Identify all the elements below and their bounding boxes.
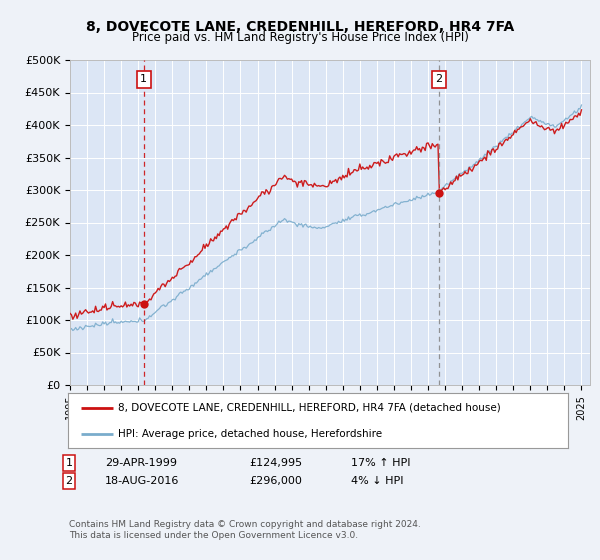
Text: 18-AUG-2016: 18-AUG-2016 bbox=[105, 476, 179, 486]
Text: Price paid vs. HM Land Registry's House Price Index (HPI): Price paid vs. HM Land Registry's House … bbox=[131, 31, 469, 44]
Text: 8, DOVECOTE LANE, CREDENHILL, HEREFORD, HR4 7FA (detached house): 8, DOVECOTE LANE, CREDENHILL, HEREFORD, … bbox=[118, 403, 501, 413]
Text: £296,000: £296,000 bbox=[249, 476, 302, 486]
Text: Contains HM Land Registry data © Crown copyright and database right 2024.
This d: Contains HM Land Registry data © Crown c… bbox=[69, 520, 421, 540]
Text: 8, DOVECOTE LANE, CREDENHILL, HEREFORD, HR4 7FA: 8, DOVECOTE LANE, CREDENHILL, HEREFORD, … bbox=[86, 20, 514, 34]
Text: £124,995: £124,995 bbox=[249, 458, 302, 468]
Text: 29-APR-1999: 29-APR-1999 bbox=[105, 458, 177, 468]
Text: HPI: Average price, detached house, Herefordshire: HPI: Average price, detached house, Here… bbox=[118, 430, 382, 439]
Text: 1: 1 bbox=[65, 458, 73, 468]
Text: 1: 1 bbox=[140, 74, 148, 85]
Text: 2: 2 bbox=[435, 74, 442, 85]
Text: 4% ↓ HPI: 4% ↓ HPI bbox=[351, 476, 404, 486]
Text: 2: 2 bbox=[65, 476, 73, 486]
Text: 17% ↑ HPI: 17% ↑ HPI bbox=[351, 458, 410, 468]
